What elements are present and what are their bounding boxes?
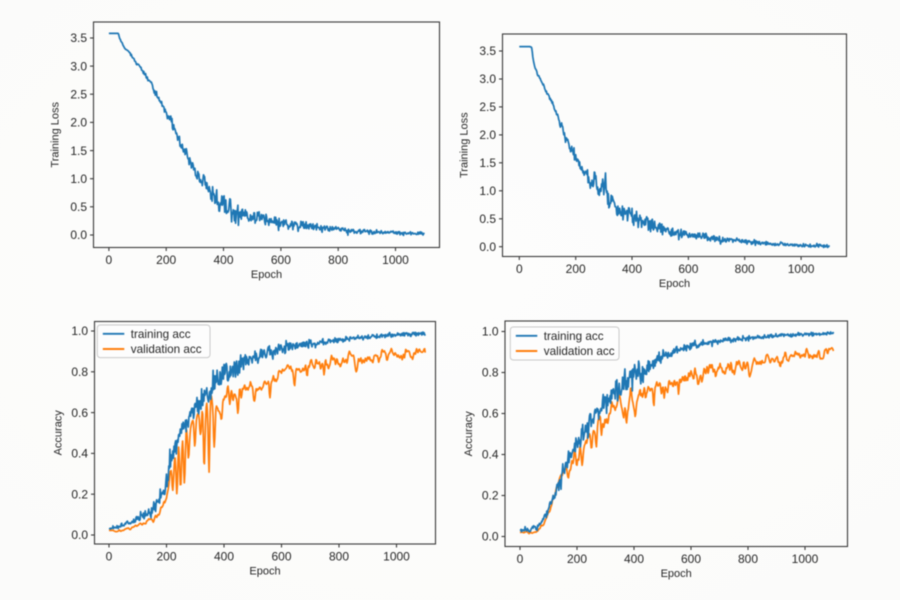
svg-text:0.8: 0.8	[71, 365, 88, 379]
svg-text:600: 600	[678, 262, 698, 276]
svg-text:1.0: 1.0	[71, 324, 88, 338]
svg-text:1.0: 1.0	[70, 172, 87, 186]
svg-text:0.2: 0.2	[482, 489, 499, 503]
svg-text:0.5: 0.5	[479, 212, 496, 226]
svg-text:1.0: 1.0	[482, 325, 499, 339]
svg-text:200: 200	[156, 550, 176, 564]
svg-text:validation acc: validation acc	[131, 343, 202, 356]
svg-text:0.2: 0.2	[71, 487, 88, 501]
svg-text:0.4: 0.4	[482, 448, 499, 462]
svg-text:3.0: 3.0	[70, 59, 87, 73]
svg-text:0: 0	[517, 552, 524, 566]
svg-text:0: 0	[106, 550, 113, 564]
svg-text:400: 400	[214, 550, 234, 564]
svg-text:800: 800	[328, 253, 348, 267]
svg-text:0.0: 0.0	[70, 228, 87, 242]
svg-text:600: 600	[271, 253, 291, 267]
svg-text:800: 800	[738, 552, 758, 566]
svg-text:training acc: training acc	[544, 330, 604, 343]
svg-text:200: 200	[567, 552, 587, 566]
svg-text:2.0: 2.0	[70, 116, 87, 130]
svg-text:400: 400	[622, 262, 642, 276]
svg-text:1.5: 1.5	[479, 156, 496, 170]
svg-text:0.0: 0.0	[71, 528, 88, 542]
svg-text:0: 0	[106, 253, 113, 267]
svg-text:0.5: 0.5	[70, 200, 87, 214]
svg-text:Training Loss: Training Loss	[50, 101, 62, 167]
svg-text:1000: 1000	[383, 550, 410, 564]
svg-text:Epoch: Epoch	[659, 278, 690, 290]
svg-text:0.0: 0.0	[479, 240, 496, 254]
svg-text:2.5: 2.5	[479, 100, 496, 114]
svg-text:Accuracy: Accuracy	[53, 410, 65, 456]
svg-text:800: 800	[735, 262, 755, 276]
svg-text:0.8: 0.8	[482, 366, 499, 380]
svg-text:800: 800	[329, 550, 349, 564]
svg-text:400: 400	[213, 253, 233, 267]
svg-text:1000: 1000	[792, 552, 819, 566]
svg-text:0: 0	[516, 262, 523, 276]
svg-text:1000: 1000	[788, 262, 815, 276]
svg-text:Epoch: Epoch	[251, 269, 282, 281]
svg-text:1.5: 1.5	[70, 144, 87, 158]
svg-text:1.0: 1.0	[479, 184, 496, 198]
svg-text:Accuracy: Accuracy	[463, 411, 475, 457]
svg-text:3.5: 3.5	[479, 44, 496, 58]
svg-text:0.0: 0.0	[482, 530, 499, 544]
svg-text:Training Loss: Training Loss	[459, 112, 471, 178]
svg-text:validation acc: validation acc	[544, 345, 615, 358]
svg-text:1000: 1000	[382, 253, 409, 267]
svg-text:2.0: 2.0	[479, 128, 496, 142]
svg-text:600: 600	[271, 550, 291, 564]
svg-text:0.6: 0.6	[482, 407, 499, 421]
svg-text:2.5: 2.5	[70, 88, 87, 102]
svg-text:Epoch: Epoch	[661, 568, 692, 580]
svg-text:200: 200	[156, 253, 176, 267]
svg-text:0.4: 0.4	[71, 447, 88, 461]
svg-text:training acc: training acc	[131, 328, 191, 341]
svg-text:0.6: 0.6	[71, 406, 88, 420]
svg-text:600: 600	[681, 552, 701, 566]
svg-text:400: 400	[624, 552, 644, 566]
svg-text:Epoch: Epoch	[249, 566, 280, 578]
svg-text:3.5: 3.5	[70, 31, 87, 45]
svg-text:3.0: 3.0	[479, 72, 496, 86]
svg-text:200: 200	[566, 262, 586, 276]
